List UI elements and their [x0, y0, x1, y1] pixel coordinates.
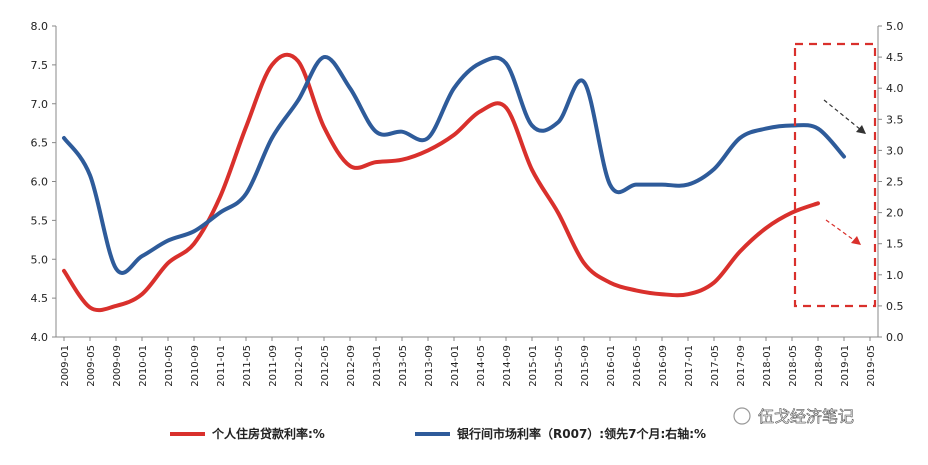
- x-axis-tick-label: 2015-01: [528, 345, 539, 387]
- trend-arrow-down-black: [823, 99, 867, 135]
- right-axis-tick-label: 5.0: [886, 20, 904, 33]
- left-axis-tick-label: 7.5: [31, 59, 49, 72]
- x-axis-tick-label: 2010-05: [164, 345, 175, 387]
- left-axis-tick-label: 4.5: [31, 292, 49, 305]
- right-axis-tick-label: 3.5: [886, 113, 904, 126]
- x-axis-tick-label: 2009-09: [112, 345, 123, 387]
- x-axis-tick-label: 2011-05: [242, 345, 253, 387]
- right-axis-tick-label: 4.5: [886, 51, 904, 64]
- x-axis-tick-label: 2009-01: [60, 345, 71, 387]
- x-axis-tick-label: 2014-09: [502, 345, 513, 387]
- x-axis-tick-label: 2014-05: [476, 345, 487, 387]
- x-axis-tick-label: 2013-09: [424, 345, 435, 387]
- x-axis-tick-label: 2010-09: [190, 345, 201, 387]
- legend-label-housing-loan-rate: 个人住房贷款利率:%: [211, 426, 325, 441]
- watermark: 伍戈经济笔记: [733, 407, 854, 426]
- x-axis-tick-label: 2012-05: [320, 345, 331, 387]
- x-axis-tick-label: 2011-09: [268, 345, 279, 387]
- x-axis-tick-label: 2013-05: [398, 345, 409, 387]
- right-axis-tick-label: 1.5: [886, 238, 904, 251]
- x-axis-tick-label: 2018-01: [762, 345, 773, 387]
- x-axis-tick-label: 2012-09: [346, 345, 357, 387]
- wechat-icon: [733, 407, 751, 425]
- x-axis-tick-label: 2011-01: [216, 345, 227, 387]
- legend-label-interbank-rate: 银行间市场利率（R007）:领先7个月:右轴:%: [457, 426, 706, 441]
- series-line-housing-loan-rate: [62, 52, 820, 313]
- right-axis-tick-label: 1.0: [886, 269, 904, 282]
- x-axis-tick-label: 2016-09: [658, 345, 669, 387]
- x-axis-tick-label: 2016-05: [632, 345, 643, 387]
- x-axis-tick-label: 2018-05: [788, 345, 799, 387]
- watermark-text: 伍戈经济笔记: [758, 407, 854, 426]
- x-axis-tick-label: 2017-09: [736, 345, 747, 387]
- x-axis-tick-label: 2009-05: [86, 345, 97, 387]
- left-axis-tick-label: 5.5: [31, 214, 49, 227]
- arrowhead-icon: [851, 236, 861, 245]
- series-line-interbank-rate: [62, 55, 846, 275]
- axes-group: 4.0 4.5 5.0 5.5 6.0 6.5 7.0 7.5 8.0 0.0 0.5 1.0 1.5 2…: [31, 20, 904, 387]
- x-axis-tick-label: 2017-05: [710, 345, 721, 387]
- right-axis-tick-label: 4.0: [886, 82, 904, 95]
- left-axis-tick-label: 5.0: [31, 253, 49, 266]
- x-axis-tick-label: 2012-01: [294, 345, 305, 387]
- left-axis-tick-label: 6.0: [31, 176, 49, 189]
- x-axis-tick-label: 2015-09: [580, 345, 591, 387]
- legend: 个人住房贷款利率:% 银行间市场利率（R007）:领先7个月:右轴:%: [170, 426, 706, 441]
- x-axis-tick-label: 2013-01: [372, 345, 383, 387]
- right-axis-tick-label: 0.5: [886, 300, 904, 313]
- right-axis-tick-label: 2.5: [886, 176, 904, 189]
- x-axis-tick-label: 2019-01: [840, 345, 851, 387]
- x-axis-tick-label: 2015-05: [554, 345, 565, 387]
- left-axis-tick-label: 7.0: [31, 98, 49, 111]
- left-axis-tick-label: 8.0: [31, 20, 49, 33]
- x-axis-tick-label: 2019-05: [866, 345, 877, 387]
- x-axis-tick-label: 2014-01: [450, 345, 461, 387]
- x-axis-tick-label: 2018-09: [814, 345, 825, 387]
- annotations-group: [793, 42, 877, 308]
- left-axis-tick-label: 4.0: [31, 331, 49, 344]
- series-group: [62, 52, 846, 313]
- arrowhead-icon: [856, 125, 866, 134]
- x-axis-tick-label: 2016-01: [606, 345, 617, 387]
- x-axis-tick-label: 2017-01: [684, 345, 695, 387]
- x-axis-tick-label: 2010-01: [138, 345, 149, 387]
- right-axis-tick-label: 0.0: [886, 331, 904, 344]
- left-axis-tick-label: 6.5: [31, 137, 49, 150]
- right-axis-tick-label: 2.0: [886, 207, 904, 220]
- right-axis-tick-label: 3.0: [886, 144, 904, 157]
- highlight-dashed-box: [793, 42, 877, 308]
